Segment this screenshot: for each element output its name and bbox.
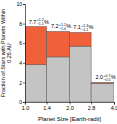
tick-label: 6 bbox=[19, 40, 22, 46]
data-label-suffix: % bbox=[89, 24, 94, 30]
data-label: 7.2 bbox=[51, 23, 59, 29]
tick-mark bbox=[23, 82, 25, 83]
data-label-suffix: % bbox=[66, 23, 71, 29]
tick-label: 2.0 bbox=[66, 105, 74, 111]
tick: 1.0 bbox=[22, 102, 30, 111]
tick: 4.0 bbox=[111, 102, 117, 111]
chart: 1.0 1.4 2.0 2.8 4.0 0 2 4 6 8 10 Planet Size [Earth… bbox=[0, 0, 117, 124]
plot-area bbox=[25, 27, 114, 102]
bar bbox=[25, 27, 47, 65]
data-label-suffix: % bbox=[111, 74, 116, 80]
tick: 0 bbox=[19, 99, 25, 105]
tick-label: 4 bbox=[19, 60, 22, 66]
error-minus: −1.1 bbox=[37, 22, 44, 26]
error-minus: −0.5 bbox=[103, 78, 110, 82]
x-axis-title: Planet Size [Earth-radii] bbox=[38, 116, 101, 122]
tick: 1.4 bbox=[43, 102, 51, 111]
tick-label: 2.8 bbox=[88, 105, 96, 111]
tick: 10 bbox=[16, 1, 25, 7]
data-label-suffix: % bbox=[44, 19, 49, 25]
tick-mark bbox=[23, 4, 25, 5]
bar bbox=[25, 65, 47, 102]
x-axis: 1.0 1.4 2.0 2.8 4.0 bbox=[22, 102, 117, 111]
tick-label: 1.4 bbox=[43, 105, 51, 111]
bar bbox=[91, 83, 114, 102]
tick-mark bbox=[23, 102, 25, 103]
tick: 2.8 bbox=[88, 102, 96, 111]
bar bbox=[47, 57, 70, 102]
bar-series bbox=[25, 27, 114, 84]
data-labels: 7.7+1.2−1.1%7.2+1.2−1.0%7.1+1.3−1.1%2.0+… bbox=[29, 18, 116, 81]
tick-label: 0 bbox=[19, 99, 22, 105]
y-axis-title: 0.25 AU bbox=[6, 43, 12, 63]
tick-mark bbox=[23, 63, 25, 64]
data-label: 2.0 bbox=[95, 74, 103, 80]
tick: 2 bbox=[19, 80, 25, 86]
bar bbox=[70, 46, 92, 102]
tick: 4 bbox=[19, 60, 25, 66]
tick-label: 4.0 bbox=[111, 105, 117, 111]
tick-label: 10 bbox=[16, 1, 22, 7]
tick-mark bbox=[23, 24, 25, 25]
tick: 6 bbox=[19, 40, 25, 46]
tick: 2.0 bbox=[66, 102, 74, 111]
data-label: 7.7 bbox=[29, 19, 37, 25]
error-minus: −1.0 bbox=[59, 27, 66, 31]
tick-label: 2 bbox=[19, 80, 22, 86]
error-minus: −1.1 bbox=[81, 28, 88, 32]
bar bbox=[91, 82, 114, 84]
tick-label: 8 bbox=[19, 21, 22, 27]
tick-label: 1.0 bbox=[22, 105, 30, 111]
y-axis: 0 2 4 6 8 10 bbox=[16, 1, 25, 105]
bar bbox=[47, 31, 70, 56]
tick-mark bbox=[23, 43, 25, 44]
bar bbox=[70, 32, 92, 46]
tick: 8 bbox=[19, 21, 25, 27]
data-label: 7.1 bbox=[73, 24, 81, 30]
axis-line bbox=[23, 5, 26, 103]
